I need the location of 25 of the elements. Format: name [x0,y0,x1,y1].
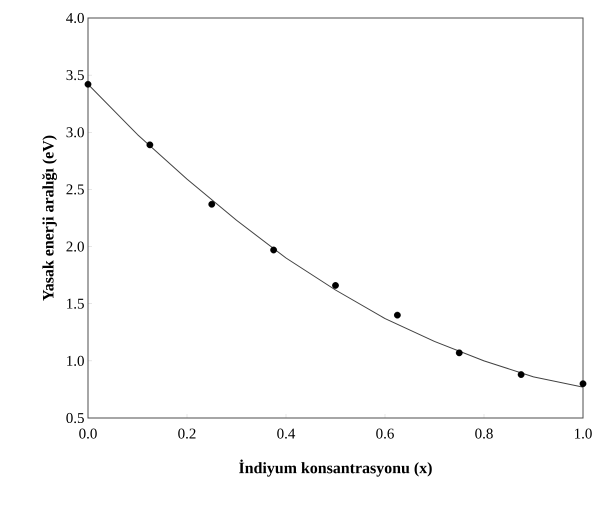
x-tick-label: 0.4 [277,428,296,439]
y-tick-label: 1.0 [67,356,84,366]
y-tick-label: 0.5 [66,412,84,424]
point [146,141,154,148]
point [394,312,401,319]
point [270,246,278,254]
point [332,282,339,289]
y-axis-title: Yasak enerji aralığı (eV) [42,136,57,301]
point [208,200,216,208]
x-tick-label: 0.8 [475,428,493,439]
y-tick-label: 2.5 [66,184,84,194]
y-tick-label: 1.5 [67,298,84,309]
x-tick-label: 0.0 [79,428,97,439]
point [580,380,586,388]
point [84,80,92,88]
x-axis-title: İndiyum konsantrasyonu (x) [239,460,432,477]
point [518,371,525,378]
y-tick-label: 3.0 [66,127,84,138]
y-tick-label: 2.0 [66,241,84,252]
point [456,349,463,356]
y-tick-label: 3.5 [66,70,84,80]
y-tick-label: 4.0 [66,12,84,24]
x-tick-label: 1.0 [574,428,592,439]
x-tick-label: 0.2 [178,428,196,439]
x-tick-label: 0.6 [376,428,394,439]
